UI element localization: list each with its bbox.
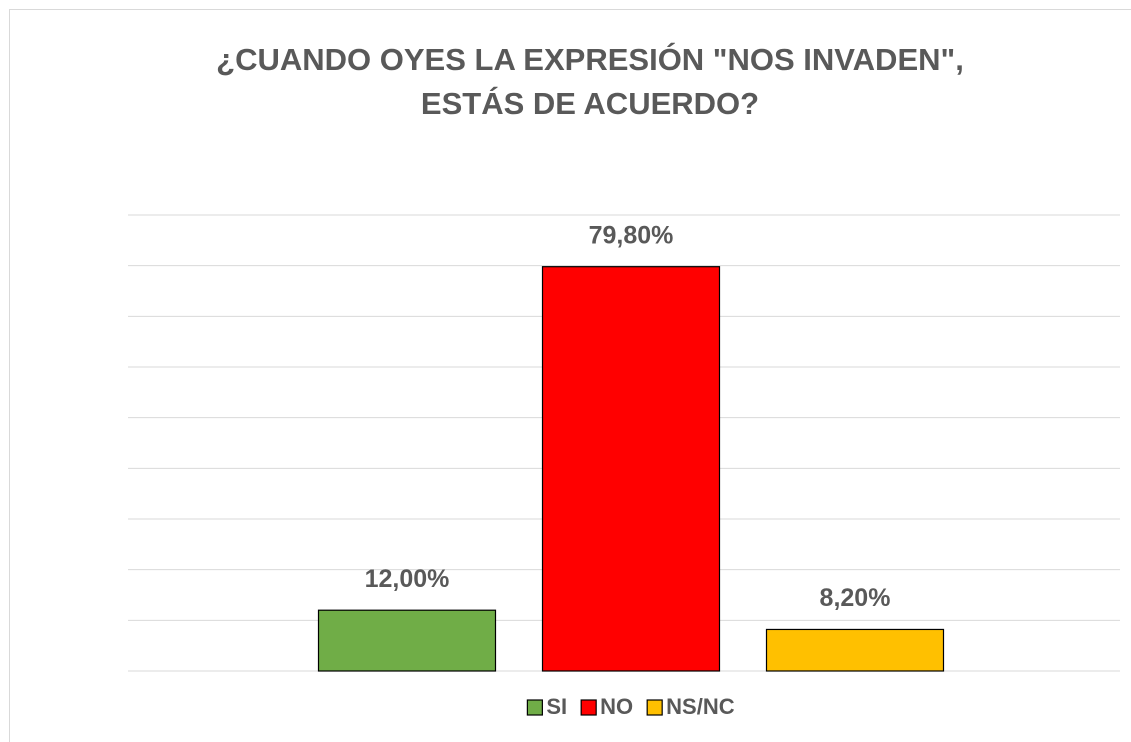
chart-title: ¿CUANDO OYES LA EXPRESIÓN "NOS INVADEN",	[216, 41, 964, 77]
legend-swatch	[646, 699, 663, 716]
bar	[765, 628, 945, 672]
bar	[317, 609, 497, 672]
data-label: 12,00%	[365, 565, 450, 593]
chart-title: ESTÁS DE ACUERDO?	[421, 86, 759, 121]
legend-swatch	[580, 699, 597, 716]
legend-swatch	[526, 699, 543, 716]
data-label: 8,20%	[820, 584, 891, 612]
legend-label: NS/NC	[666, 694, 735, 719]
legend-label: SI	[546, 694, 567, 719]
data-label: 79,80%	[589, 221, 674, 249]
bar	[541, 266, 721, 672]
legend-label: NO	[600, 694, 633, 719]
